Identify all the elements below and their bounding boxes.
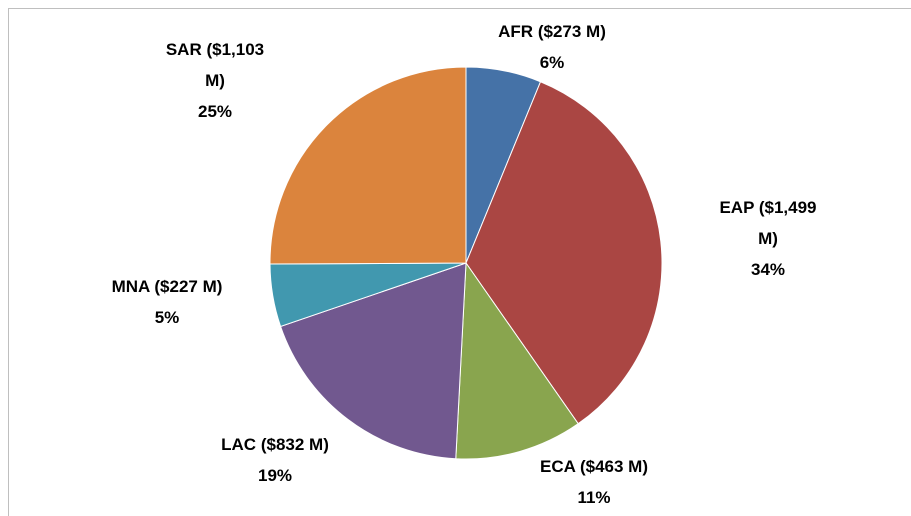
pie-slice [269, 66, 467, 265]
label-part: LAC [221, 435, 257, 454]
data-label: MNA ($227 M) 5% [67, 271, 267, 333]
pct: 11% [577, 488, 611, 507]
label-part: ($1,103 M) [205, 39, 265, 90]
pie-slice [279, 262, 467, 460]
label-part: ($1,499 M) [758, 197, 817, 248]
label-part: ($273 M) [537, 22, 606, 41]
pie-slice [455, 261, 579, 460]
pct: 25% [197, 101, 233, 121]
pct: 19% [257, 466, 293, 485]
data-label: EAP ($1,499 M) 34% [713, 192, 823, 285]
label-part: ($463 M) [579, 457, 649, 476]
pie-slice [465, 81, 663, 425]
chart-frame [8, 8, 911, 516]
label-part: AFR [498, 22, 534, 41]
label-part: ($832 M) [260, 435, 329, 454]
label-part: ECA [539, 457, 576, 476]
data-label: LAC ($832 M) 19% [175, 429, 375, 491]
pct: 5% [154, 308, 180, 327]
data-label: AFR ($273 M) 6% [452, 16, 652, 78]
data-label: SAR ($1,103 M) 25% [160, 34, 270, 127]
pct: 34% [750, 259, 786, 279]
pct: 6% [539, 53, 565, 72]
label-part: SAR [165, 39, 202, 59]
pie [269, 66, 663, 460]
label-part: ($227 M) [154, 277, 223, 296]
label-part: MNA [111, 277, 150, 296]
data-label: ECA ($463 M) 11% [494, 451, 694, 513]
label-part: EAP [719, 197, 755, 217]
